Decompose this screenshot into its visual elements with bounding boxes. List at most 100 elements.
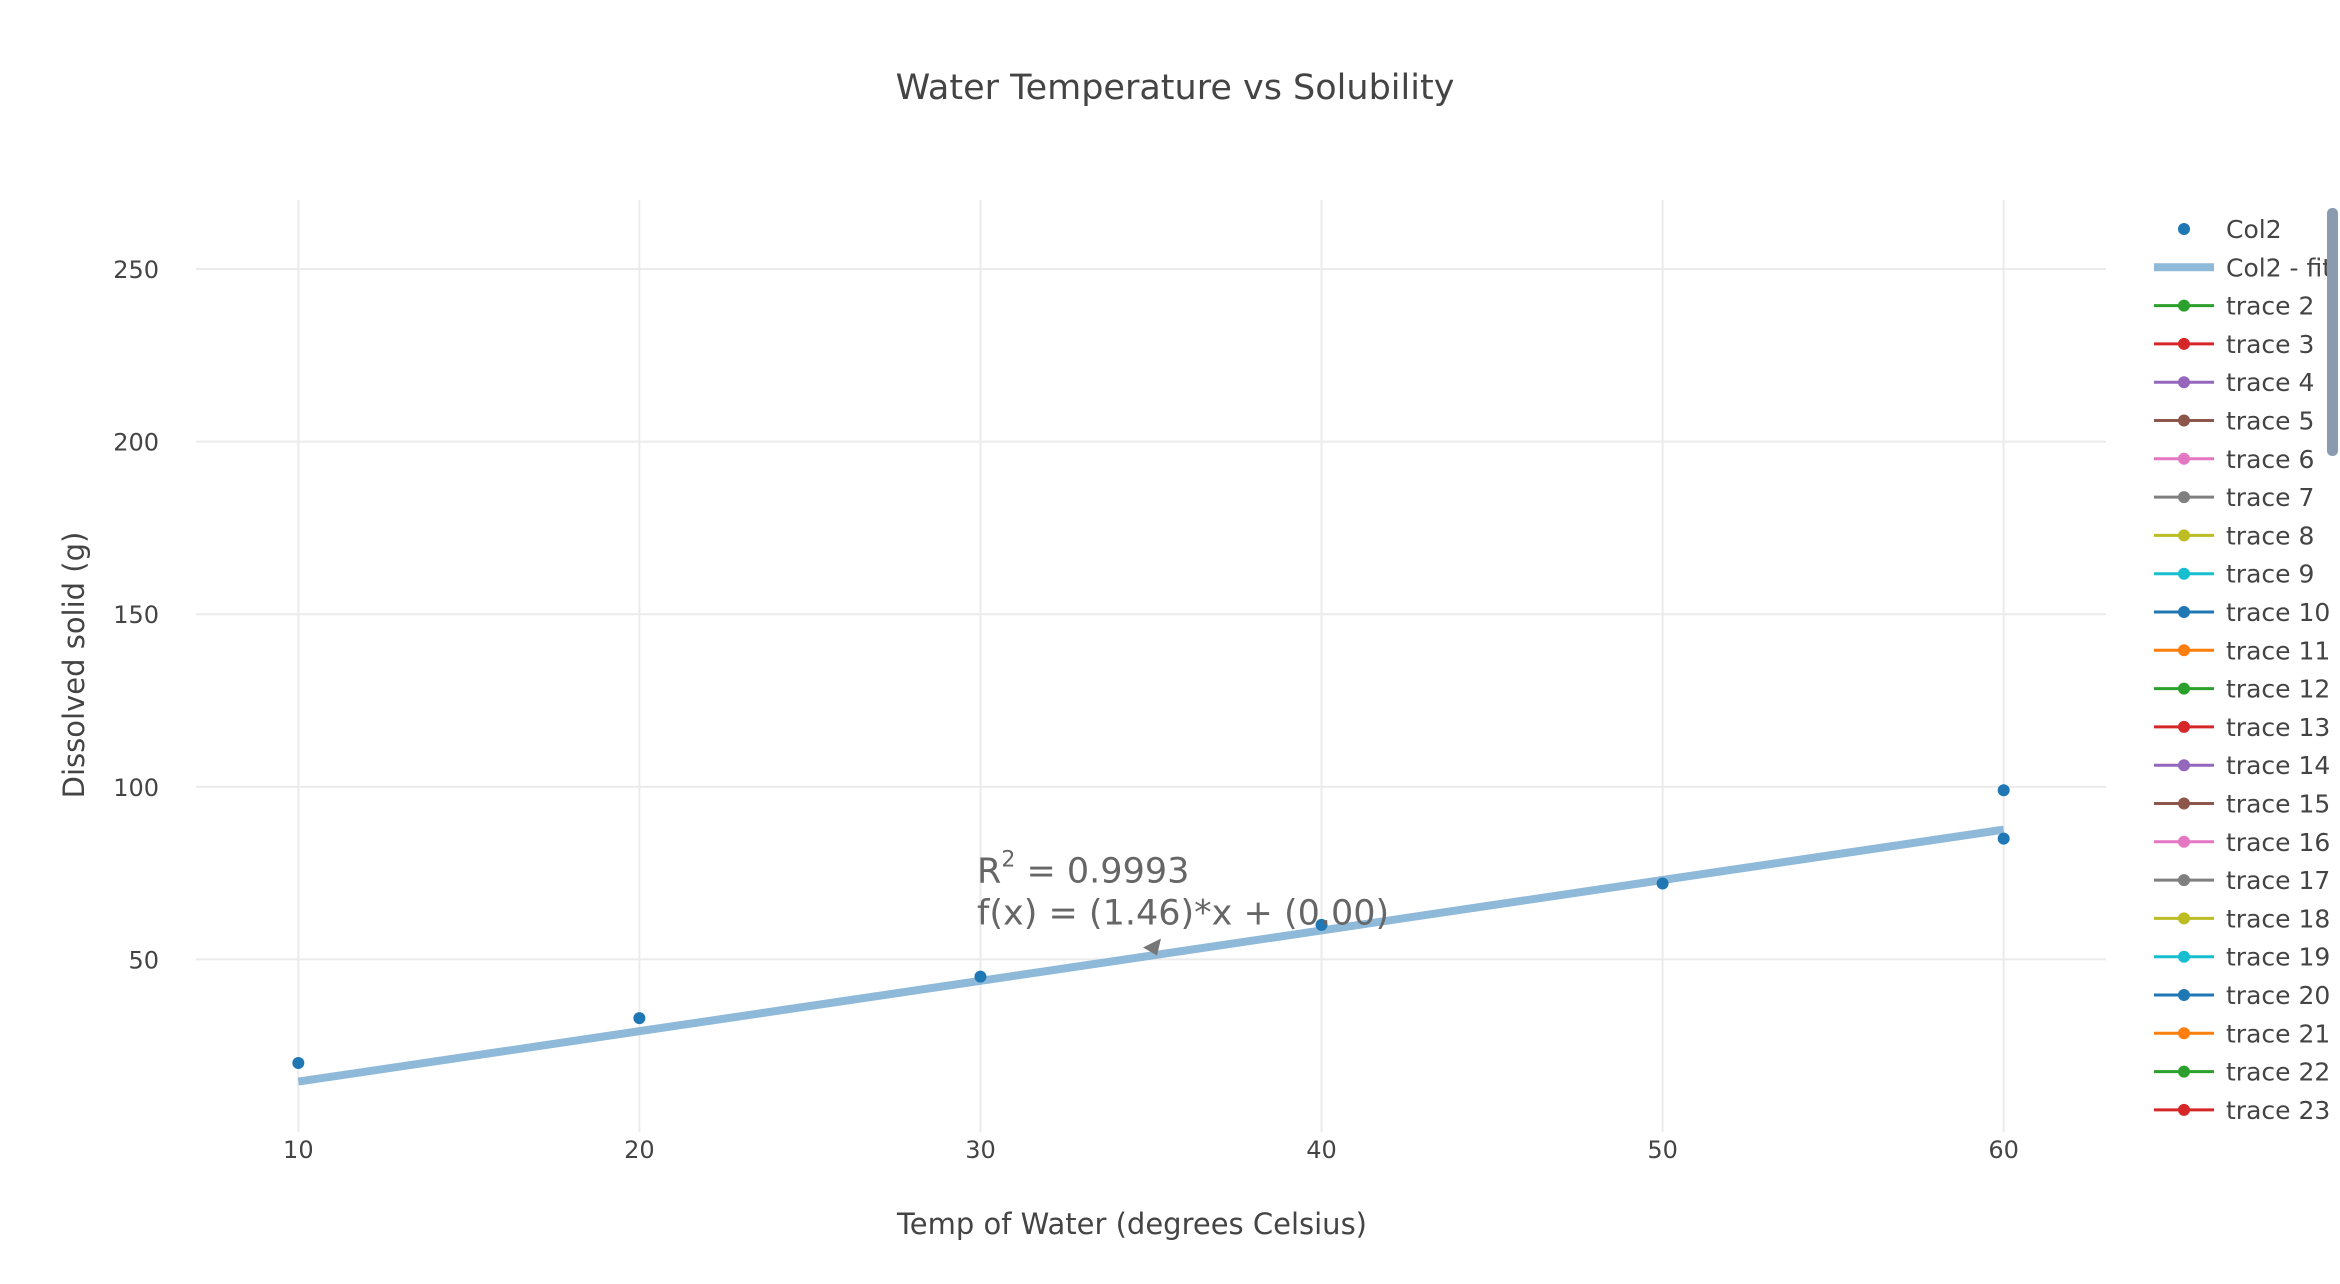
legend-marker [2178,950,2190,963]
legend-item[interactable]: Col2 - fit [2154,253,2332,282]
legend-item[interactable]: trace 13 [2154,713,2330,742]
legend-marker [2178,1065,2190,1078]
legend-label: trace 21 [2226,1019,2330,1048]
data-point[interactable] [633,1012,646,1025]
legend-label: trace 13 [2226,713,2330,742]
annotation-layer: R2 = 0.9993 f(x) = (1.46)*x + (0.00) [977,848,1389,956]
legend-marker [2178,759,2190,772]
legend-item[interactable]: trace 14 [2154,751,2330,780]
legend-marker [2178,567,2190,580]
legend-marker [2178,797,2190,810]
legend-item[interactable]: trace 2 [2154,292,2314,321]
legend-item[interactable]: trace 23 [2154,1096,2330,1125]
x-tick-label: 20 [624,1136,655,1164]
legend-label: trace 3 [2226,330,2314,359]
legend-marker [2178,491,2190,504]
legend-marker [2178,606,2190,618]
legend-label: trace 15 [2226,790,2330,819]
legend-marker [2178,1103,2190,1116]
legend-marker [2178,376,2190,389]
fit-line [297,825,2005,1086]
legend-label: trace 18 [2226,904,2330,933]
y-tick-label: 200 [113,429,159,457]
legend-marker [2178,1027,2190,1040]
legend-item[interactable]: trace 17 [2154,866,2330,895]
legend-item[interactable]: trace 18 [2154,904,2330,933]
legend-item[interactable]: trace 6 [2154,445,2314,474]
legend-marker [2178,452,2190,465]
legend-label: trace 19 [2226,943,2330,972]
legend-label: trace 5 [2226,407,2314,436]
data-point[interactable] [1315,918,1328,931]
legend-item[interactable]: trace 20 [2154,981,2330,1010]
legend-label: trace 16 [2226,828,2330,857]
x-tick-label: 50 [1647,1136,1678,1164]
legend-item[interactable]: trace 8 [2154,521,2314,550]
legend-item[interactable]: trace 22 [2154,1058,2330,1087]
legend-label: trace 8 [2226,521,2314,550]
legend-marker [2178,874,2190,887]
x-axis-title: Temp of Water (degrees Celsius) [896,1207,1367,1241]
legend-label: trace 7 [2226,483,2314,512]
legend-label: trace 6 [2226,445,2314,474]
data-point[interactable] [974,970,987,983]
legend-label: trace 12 [2226,675,2330,704]
legend-label: trace 14 [2226,751,2330,780]
legend-item[interactable]: trace 19 [2154,943,2330,972]
annotation-r2: R2 = 0.9993 [977,848,1189,892]
legend-item[interactable]: trace 9 [2154,560,2314,589]
legend-label: trace 23 [2226,1096,2330,1125]
legend-marker [2178,720,2190,733]
x-tick-label: 60 [1988,1136,2019,1164]
legend-item[interactable]: trace 5 [2154,407,2314,436]
legend-label: trace 20 [2226,981,2330,1010]
legend-marker [2178,682,2190,695]
legend-marker [2178,835,2190,848]
legend-item[interactable]: trace 21 [2154,1019,2330,1048]
annotation-r2-sup: 2 [1001,848,1015,873]
legend-scrollbar[interactable] [2327,208,2338,456]
legend-marker [2178,644,2190,657]
data-point[interactable] [1997,832,2010,845]
x-tick-label: 10 [283,1136,314,1164]
annotation-arrow [1143,938,1161,956]
legend-item[interactable]: trace 4 [2154,368,2314,397]
legend-label: trace 2 [2226,292,2314,321]
legend-item[interactable]: trace 12 [2154,675,2330,704]
legend[interactable]: Col2 Col2 - fit trace 2 trace 3 trace 4 trace… [2154,215,2332,1125]
y-axis-title: Dissolved solid (g) [57,532,91,799]
data-point[interactable] [1997,784,2010,797]
x-tick-label: 40 [1306,1136,1337,1164]
annotation-r2-value: = 0.9993 [1015,852,1189,892]
legend-marker [2178,989,2190,1001]
chart-title: Water Temperature vs Solubility [896,68,1455,108]
legend-marker [2178,299,2190,312]
legend-label: Col2 - fit [2226,253,2332,282]
y-tick-label: 150 [113,601,159,629]
y-tick-label: 100 [113,774,159,802]
legend-label: trace 17 [2226,866,2330,895]
legend-label: trace 10 [2226,598,2330,627]
grid-layer [196,200,2106,1132]
legend-marker [2178,337,2190,350]
legend-label: Col2 [2226,215,2282,244]
legend-item[interactable]: trace 16 [2154,828,2330,857]
legend-marker [2178,912,2190,925]
y-tick-label: 50 [128,946,159,974]
legend-item[interactable]: trace 15 [2154,790,2330,819]
annotation-r2-label: R [977,852,1001,892]
legend-marker [2178,529,2190,542]
legend-item[interactable]: trace 7 [2154,483,2314,512]
data-point[interactable] [292,1056,305,1069]
legend-item[interactable]: trace 11 [2154,636,2330,665]
legend-label: trace 9 [2226,560,2314,589]
annotation-equation: f(x) = (1.46)*x + (0.00) [977,894,1389,934]
data-point[interactable] [1656,877,1669,890]
legend-marker [2178,414,2190,427]
legend-label: trace 11 [2226,636,2330,665]
legend-item[interactable]: Col2 [2178,215,2282,244]
legend-item[interactable]: trace 3 [2154,330,2314,359]
legend-item[interactable]: trace 10 [2154,598,2330,627]
